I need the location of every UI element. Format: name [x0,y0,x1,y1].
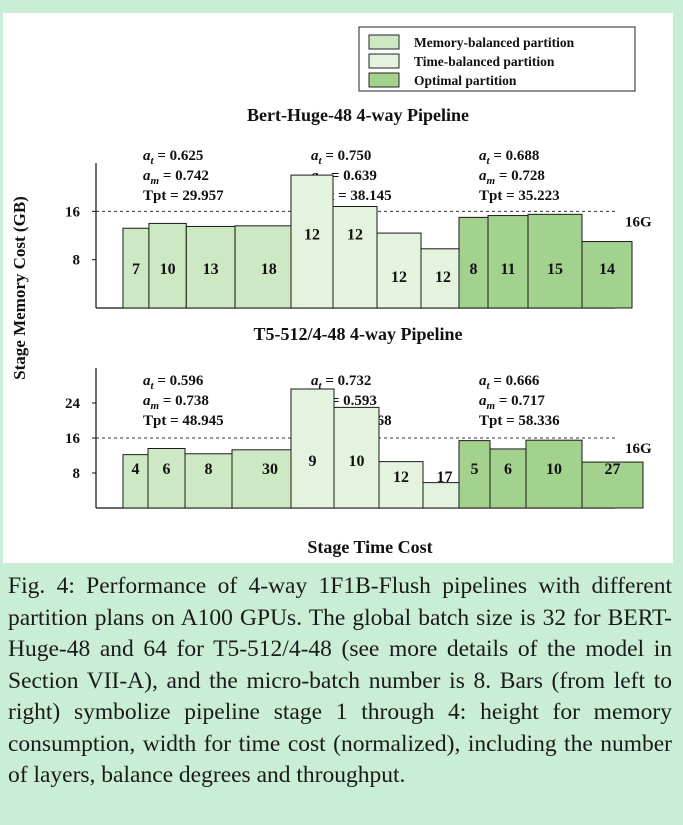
figure-caption: Fig. 4: Performance of 4-way 1F1B-Flush … [8,573,672,788]
bar-layer-count: 14 [599,261,615,278]
metric-value: 0.639 [343,168,377,184]
metric-value: 0.742 [175,168,209,184]
metric-value: 0.593 [343,393,377,409]
legend-label-optimal: Optimal partition [414,73,517,88]
metric-a-m: am = 0.742 [143,168,209,187]
metric-tpt: Tpt = 48.945 [143,413,224,429]
y-tick-label: 16 [65,431,81,447]
y-tick-label: 24 [65,396,81,412]
legend-swatch-optimal [368,72,400,88]
metric-a-t: at = 0.688 [479,148,539,167]
metric-a-t: at = 0.596 [143,373,204,392]
bar-layer-count: 12 [304,226,320,243]
bar-layer-count: 10 [160,261,176,278]
metric-value: 0.728 [511,168,545,184]
metric-value: 0.625 [170,148,204,164]
bar-time-balanced-stage-4 [420,248,466,309]
bar-optimal-stage-3 [527,213,583,309]
bar-memory-balanced-stage-1 [122,227,150,309]
y-tick-label: 8 [73,253,81,269]
x-axis-label: Stage Time Cost [307,537,432,557]
metric-value: 38.145 [350,188,391,204]
metric-value: 58.336 [518,413,560,429]
metric-value: 29.957 [182,188,224,204]
metric-value: 0.750 [338,148,372,164]
bar-optimal-stage-2 [487,215,529,309]
bar-time-balanced-stage-3 [378,461,424,509]
bar-layer-count: 6 [163,461,171,478]
metric-a-m: am = 0.728 [479,168,545,187]
legend-swatch-memory-balanced [368,34,400,50]
bar-layer-count: 8 [470,261,478,278]
bar-layer-count: 30 [262,461,278,478]
metric-value: 35.223 [518,188,559,204]
metric-tpt: Tpt = 29.957 [143,188,224,204]
bar-layer-count: 10 [349,453,365,470]
metric-tpt: Tpt = 35.223 [479,188,560,204]
bar-optimal-stage-1 [458,440,491,509]
bar-layer-count: 9 [309,453,317,470]
bar-time-balanced-stage-2 [333,406,380,509]
bar-layer-count: 12 [391,269,407,286]
metric-a-t: at = 0.750 [311,148,371,167]
bar-memory-balanced-stage-2 [148,222,187,309]
y-axis-label: Stage Memory Cost (GB) [10,196,29,380]
figure-panel: Memory-balanced partition Time-balanced p… [3,13,673,563]
metric-value: 0.738 [175,393,209,409]
threshold-label: 16G [625,214,652,230]
legend-label-time-balanced: Time-balanced partition [414,54,555,69]
bar-layer-count: 12 [435,269,451,286]
bar-memory-balanced-stage-1 [122,454,149,509]
bar-layer-count: 8 [205,461,213,478]
metric-a-t: at = 0.732 [311,373,371,392]
bar-layer-count: 13 [203,261,219,278]
metric-a-t: at = 0.666 [479,373,540,392]
bar-time-balanced-stage-3 [376,232,422,309]
panel-title: Bert-Huge-48 4-way Pipeline [247,105,469,125]
bar-time-balanced-stage-1 [290,388,335,509]
bar-layer-count: 5 [471,461,479,478]
metric-value: 0.688 [506,148,540,164]
panel-title: T5-512/4-48 4-way Pipeline [254,324,463,344]
y-tick-label: 8 [73,466,81,482]
bar-layer-count: 18 [261,261,277,278]
bar-layer-count: 10 [546,461,562,478]
bar-memory-balanced-stage-2 [147,448,186,509]
metric-a-t: at = 0.625 [143,148,203,167]
bar-optimal-stage-4 [581,241,633,309]
metric-a-m: am = 0.738 [143,393,209,412]
bar-layer-count: 6 [504,461,512,478]
bar-optimal-stage-4 [581,461,644,509]
metric-value: 0.666 [506,373,540,389]
y-tick-label: 16 [65,204,81,220]
metric-value: 0.732 [338,373,372,389]
bar-layer-count: 11 [500,261,515,278]
legend-box [358,26,636,92]
legend-swatch-time-balanced [368,53,400,69]
bar-time-balanced-stage-1 [290,174,334,309]
metric-value: 48.945 [182,413,223,429]
bar-time-balanced-stage-2 [332,206,378,309]
bar-layer-count: 12 [393,469,409,486]
metric-a-m: am = 0.717 [479,393,545,412]
bar-layer-count: 7 [132,261,140,278]
bar-optimal-stage-3 [525,439,583,509]
bar-layer-count: 15 [547,261,563,278]
bar-optimal-stage-2 [489,448,527,509]
pipeline-partition-chart: Memory-balanced partition Time-balanced p… [10,26,652,557]
bar-layer-count: 27 [605,461,621,478]
bar-layer-count: 17 [437,469,453,486]
legend-label-memory-balanced: Memory-balanced partition [414,35,575,50]
bar-memory-balanced-stage-3 [184,453,233,509]
metric-value: 0.717 [511,393,545,409]
threshold-label: 16G [625,441,652,457]
metric-tpt: Tpt = 58.336 [479,413,560,429]
bar-layer-count: 4 [132,461,140,478]
bar-memory-balanced-stage-3 [185,225,236,309]
bar-layer-count: 12 [347,226,363,243]
metric-value: 0.596 [170,373,204,389]
